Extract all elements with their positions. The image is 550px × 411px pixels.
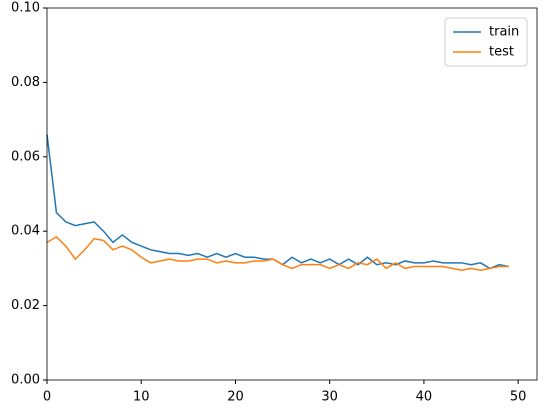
legend-label: test (489, 45, 514, 60)
x-tick-label: 50 (510, 390, 527, 405)
x-tick-label: 0 (43, 390, 51, 405)
x-tick-label: 20 (227, 390, 244, 405)
y-tick-label: 0.10 (11, 1, 40, 16)
legend-label: train (489, 25, 519, 40)
y-tick-label: 0.02 (11, 298, 40, 313)
y-tick-label: 0.04 (11, 224, 40, 239)
line-series (46, 235, 509, 272)
plot-frame (46, 7, 538, 381)
x-tick-label: 10 (133, 390, 150, 405)
x-tick-label: 30 (321, 390, 338, 405)
x-tick-label: 40 (416, 390, 433, 405)
y-tick-label: 0.06 (11, 149, 40, 164)
y-tick-label: 0.00 (11, 373, 40, 388)
legend-box (444, 17, 528, 67)
y-tick-label: 0.08 (11, 75, 40, 90)
